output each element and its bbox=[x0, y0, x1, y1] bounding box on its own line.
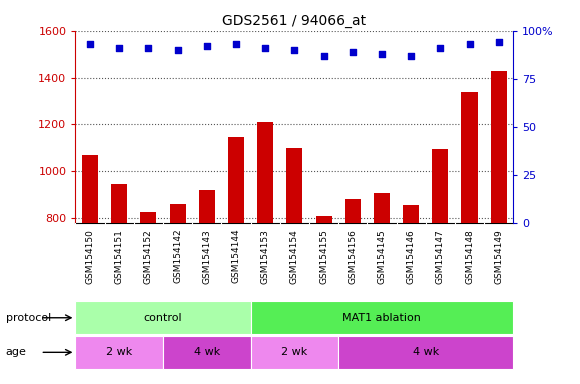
Bar bbox=[199, 190, 215, 384]
Bar bbox=[169, 204, 186, 384]
Point bbox=[377, 51, 386, 57]
Text: GSM154155: GSM154155 bbox=[319, 229, 328, 284]
Text: 4 wk: 4 wk bbox=[194, 347, 220, 358]
Point bbox=[260, 45, 270, 51]
Text: 2 wk: 2 wk bbox=[106, 347, 132, 358]
Point bbox=[465, 41, 474, 47]
Text: 2 wk: 2 wk bbox=[281, 347, 307, 358]
Bar bbox=[75, 301, 251, 334]
Bar bbox=[257, 122, 273, 384]
Point bbox=[407, 53, 416, 59]
Bar bbox=[345, 199, 361, 384]
Point bbox=[114, 45, 124, 51]
Text: GSM154150: GSM154150 bbox=[85, 229, 95, 284]
Text: GSM154156: GSM154156 bbox=[348, 229, 357, 284]
Bar bbox=[251, 336, 338, 369]
Text: 4 wk: 4 wk bbox=[412, 347, 439, 358]
Text: GSM154154: GSM154154 bbox=[290, 229, 299, 284]
Point bbox=[436, 45, 445, 51]
Bar bbox=[163, 336, 251, 369]
Text: GSM154153: GSM154153 bbox=[260, 229, 270, 284]
Point bbox=[202, 43, 211, 49]
Text: GSM154143: GSM154143 bbox=[202, 229, 211, 284]
Text: MAT1 ablation: MAT1 ablation bbox=[343, 313, 421, 323]
Bar bbox=[491, 71, 507, 384]
Text: GSM154145: GSM154145 bbox=[378, 229, 386, 284]
Bar bbox=[228, 137, 244, 384]
Bar bbox=[111, 184, 127, 384]
Text: GSM154148: GSM154148 bbox=[465, 229, 474, 284]
Text: GSM154151: GSM154151 bbox=[115, 229, 124, 284]
Text: age: age bbox=[6, 347, 27, 358]
Point bbox=[173, 47, 182, 53]
Bar bbox=[374, 194, 390, 384]
Text: GSM154142: GSM154142 bbox=[173, 229, 182, 283]
Text: GSM154147: GSM154147 bbox=[436, 229, 445, 284]
Point bbox=[144, 45, 153, 51]
Bar bbox=[338, 336, 513, 369]
Text: ■: ■ bbox=[75, 383, 91, 384]
Bar bbox=[251, 301, 513, 334]
Point bbox=[231, 41, 241, 47]
Bar bbox=[75, 336, 163, 369]
Text: GSM154146: GSM154146 bbox=[407, 229, 416, 284]
Title: GDS2561 / 94066_at: GDS2561 / 94066_at bbox=[222, 14, 367, 28]
Bar bbox=[462, 92, 477, 384]
Point bbox=[319, 53, 328, 59]
Text: control: control bbox=[144, 313, 182, 323]
Text: GSM154149: GSM154149 bbox=[494, 229, 503, 284]
Point bbox=[290, 47, 299, 53]
Point bbox=[494, 39, 503, 45]
Text: GSM154152: GSM154152 bbox=[144, 229, 153, 284]
Bar bbox=[82, 155, 98, 384]
Bar bbox=[316, 216, 332, 384]
Point bbox=[348, 49, 357, 55]
Bar bbox=[432, 149, 448, 384]
Text: protocol: protocol bbox=[6, 313, 51, 323]
Bar bbox=[403, 205, 419, 384]
Bar bbox=[140, 212, 157, 384]
Text: GSM154144: GSM154144 bbox=[231, 229, 241, 283]
Point bbox=[85, 41, 95, 47]
Bar bbox=[287, 148, 302, 384]
